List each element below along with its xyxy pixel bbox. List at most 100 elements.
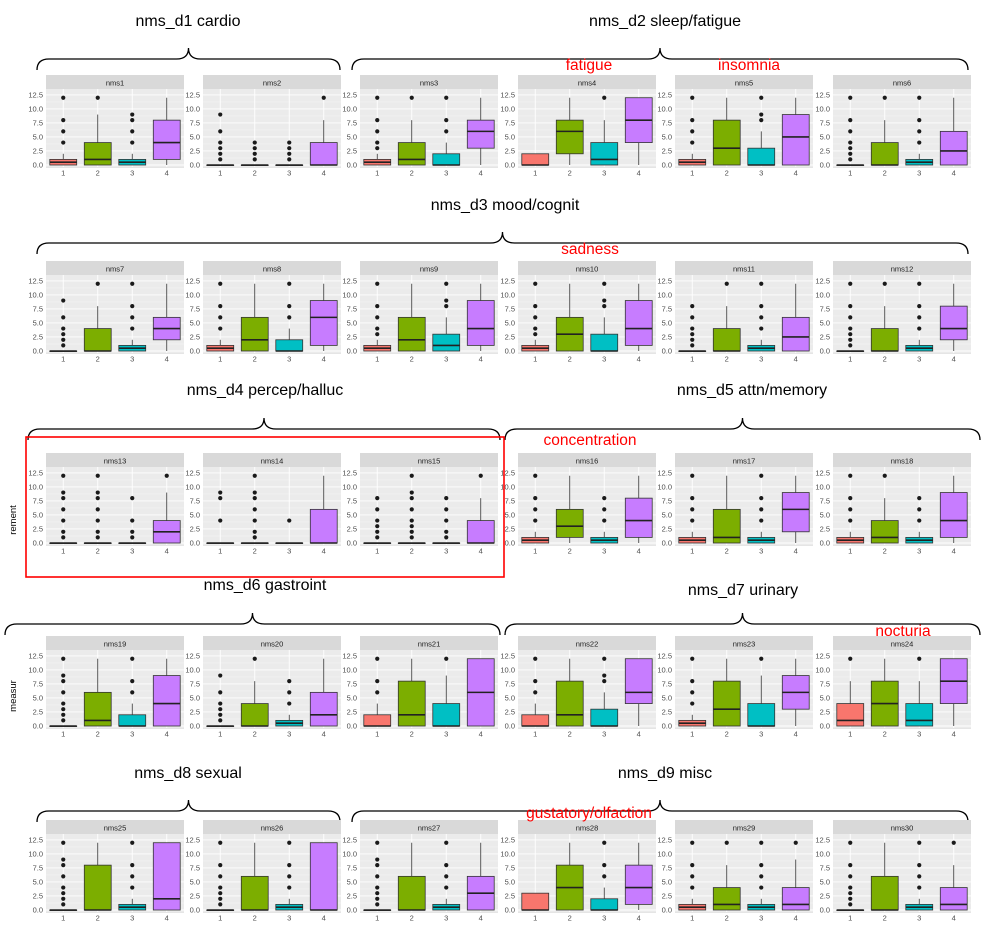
panel-nms29: nms29 0.0 2.5 5.0 7.5 10.0 12.5 1 2 3 4 <box>657 820 813 923</box>
box-group-3 <box>118 656 147 727</box>
y-tick-label: 10.0 <box>500 483 515 492</box>
x-tick-label: 2 <box>568 730 572 739</box>
panel-strip <box>203 75 341 89</box>
y-tick-label: 0.0 <box>33 722 43 731</box>
outlier-point <box>759 304 764 309</box>
outlier-point <box>917 129 922 134</box>
domain-label: nms_d3 mood/cognit <box>431 197 580 214</box>
y-tick-label: 12.5 <box>342 277 357 286</box>
x-tick-label: 1 <box>690 355 694 364</box>
x-tick-label: 3 <box>602 914 606 923</box>
box-group-3 <box>275 679 304 727</box>
x-tick-label: 3 <box>287 730 291 739</box>
x-tick-label: 4 <box>479 355 483 364</box>
outlier-point <box>690 507 695 512</box>
y-tick-label: 0.0 <box>662 347 672 356</box>
x-tick-label: 1 <box>848 169 852 178</box>
outlier-point <box>218 281 223 286</box>
x-tick-label: 1 <box>690 169 694 178</box>
outlier-point <box>533 473 538 478</box>
y-tick-label: 5.0 <box>820 133 830 142</box>
x-tick-label: 4 <box>479 547 483 556</box>
domain-group-9: nms_d9 misc <box>351 765 969 823</box>
outlier-point <box>409 490 414 495</box>
outlier-point <box>533 690 538 695</box>
box-group-4 <box>624 283 653 351</box>
box-group-2 <box>240 656 269 727</box>
box-group-1 <box>836 840 865 912</box>
outlier-point <box>917 518 922 523</box>
box-group-1 <box>521 153 550 166</box>
x-tick-label: 2 <box>253 914 257 923</box>
box-iqr <box>624 864 653 905</box>
box-group-4 <box>466 97 495 165</box>
outlier-point <box>375 857 380 862</box>
y-tick-label: 12.5 <box>342 469 357 478</box>
y-tick-label: 10.0 <box>815 483 830 492</box>
x-tick-label: 3 <box>602 730 606 739</box>
y-tick-label: 7.5 <box>505 305 515 314</box>
outlier-point <box>690 874 695 879</box>
x-tick-label: 1 <box>533 730 537 739</box>
outlier-point <box>130 112 135 117</box>
outlier-point <box>375 891 380 896</box>
outlier-point <box>848 507 853 512</box>
outlier-point <box>218 896 223 901</box>
outlier-point <box>375 118 380 123</box>
y-tick-label: 0.0 <box>33 539 43 548</box>
y-tick-label: 7.5 <box>662 119 672 128</box>
box-iqr <box>152 119 181 160</box>
box-group-2 <box>555 283 584 352</box>
outlier-point <box>917 315 922 320</box>
panel-strip-label: nms9 <box>420 265 438 274</box>
x-tick-label: 2 <box>883 169 887 178</box>
x-tick-label: 1 <box>848 730 852 739</box>
x-tick-label: 2 <box>568 914 572 923</box>
y-tick-label: 5.0 <box>662 511 672 520</box>
x-tick-label: 3 <box>759 914 763 923</box>
y-tick-label: 10.0 <box>28 483 43 492</box>
outlier-point <box>218 891 223 896</box>
y-tick-label: 12.5 <box>815 277 830 286</box>
box-group-3 <box>905 656 934 727</box>
box-group-1 <box>678 473 707 544</box>
outlier-point <box>690 701 695 706</box>
outlier-point <box>444 507 449 512</box>
y-tick-label: 10.0 <box>500 850 515 859</box>
x-tick-label: 3 <box>130 914 134 923</box>
outlier-point <box>409 529 414 534</box>
box-iqr <box>781 492 810 533</box>
x-tick-label: 3 <box>917 730 921 739</box>
panel-nms30: nms30 0.0 2.5 5.0 7.5 10.0 12.5 1 2 3 4 <box>815 820 971 923</box>
panel-nms24: nms24 0.0 2.5 5.0 7.5 10.0 12.5 1 2 3 4 <box>815 636 971 739</box>
annotation-label: insomnia <box>718 57 780 74</box>
outlier-point <box>690 326 695 331</box>
x-tick-label: 2 <box>410 730 414 739</box>
x-tick-label: 2 <box>725 169 729 178</box>
x-tick-label: 1 <box>375 914 379 923</box>
panel-strip <box>833 261 971 275</box>
outlier-point <box>444 298 449 303</box>
y-tick-label: 0.0 <box>190 347 200 356</box>
box-group-4 <box>466 473 495 544</box>
panel-strip-label: nms8 <box>263 265 281 274</box>
domain-group-4: nms_d4 percep/halluc <box>27 382 501 441</box>
panel-strip-label: nms16 <box>576 457 599 466</box>
box-group-2 <box>555 842 584 911</box>
x-tick-label: 2 <box>253 730 257 739</box>
outlier-point <box>409 507 414 512</box>
x-tick-label: 2 <box>568 169 572 178</box>
outlier-point <box>218 902 223 907</box>
box-group-2 <box>555 658 584 727</box>
x-tick-label: 4 <box>952 169 956 178</box>
outlier-point <box>759 326 764 331</box>
outlier-point <box>444 863 449 868</box>
box-group-1 <box>363 281 392 352</box>
box-group-2 <box>240 283 269 352</box>
outlier-point <box>375 529 380 534</box>
outlier-point <box>533 496 538 501</box>
panel-strip <box>675 636 813 650</box>
outlier-point <box>287 679 292 684</box>
outlier-point <box>848 281 853 286</box>
